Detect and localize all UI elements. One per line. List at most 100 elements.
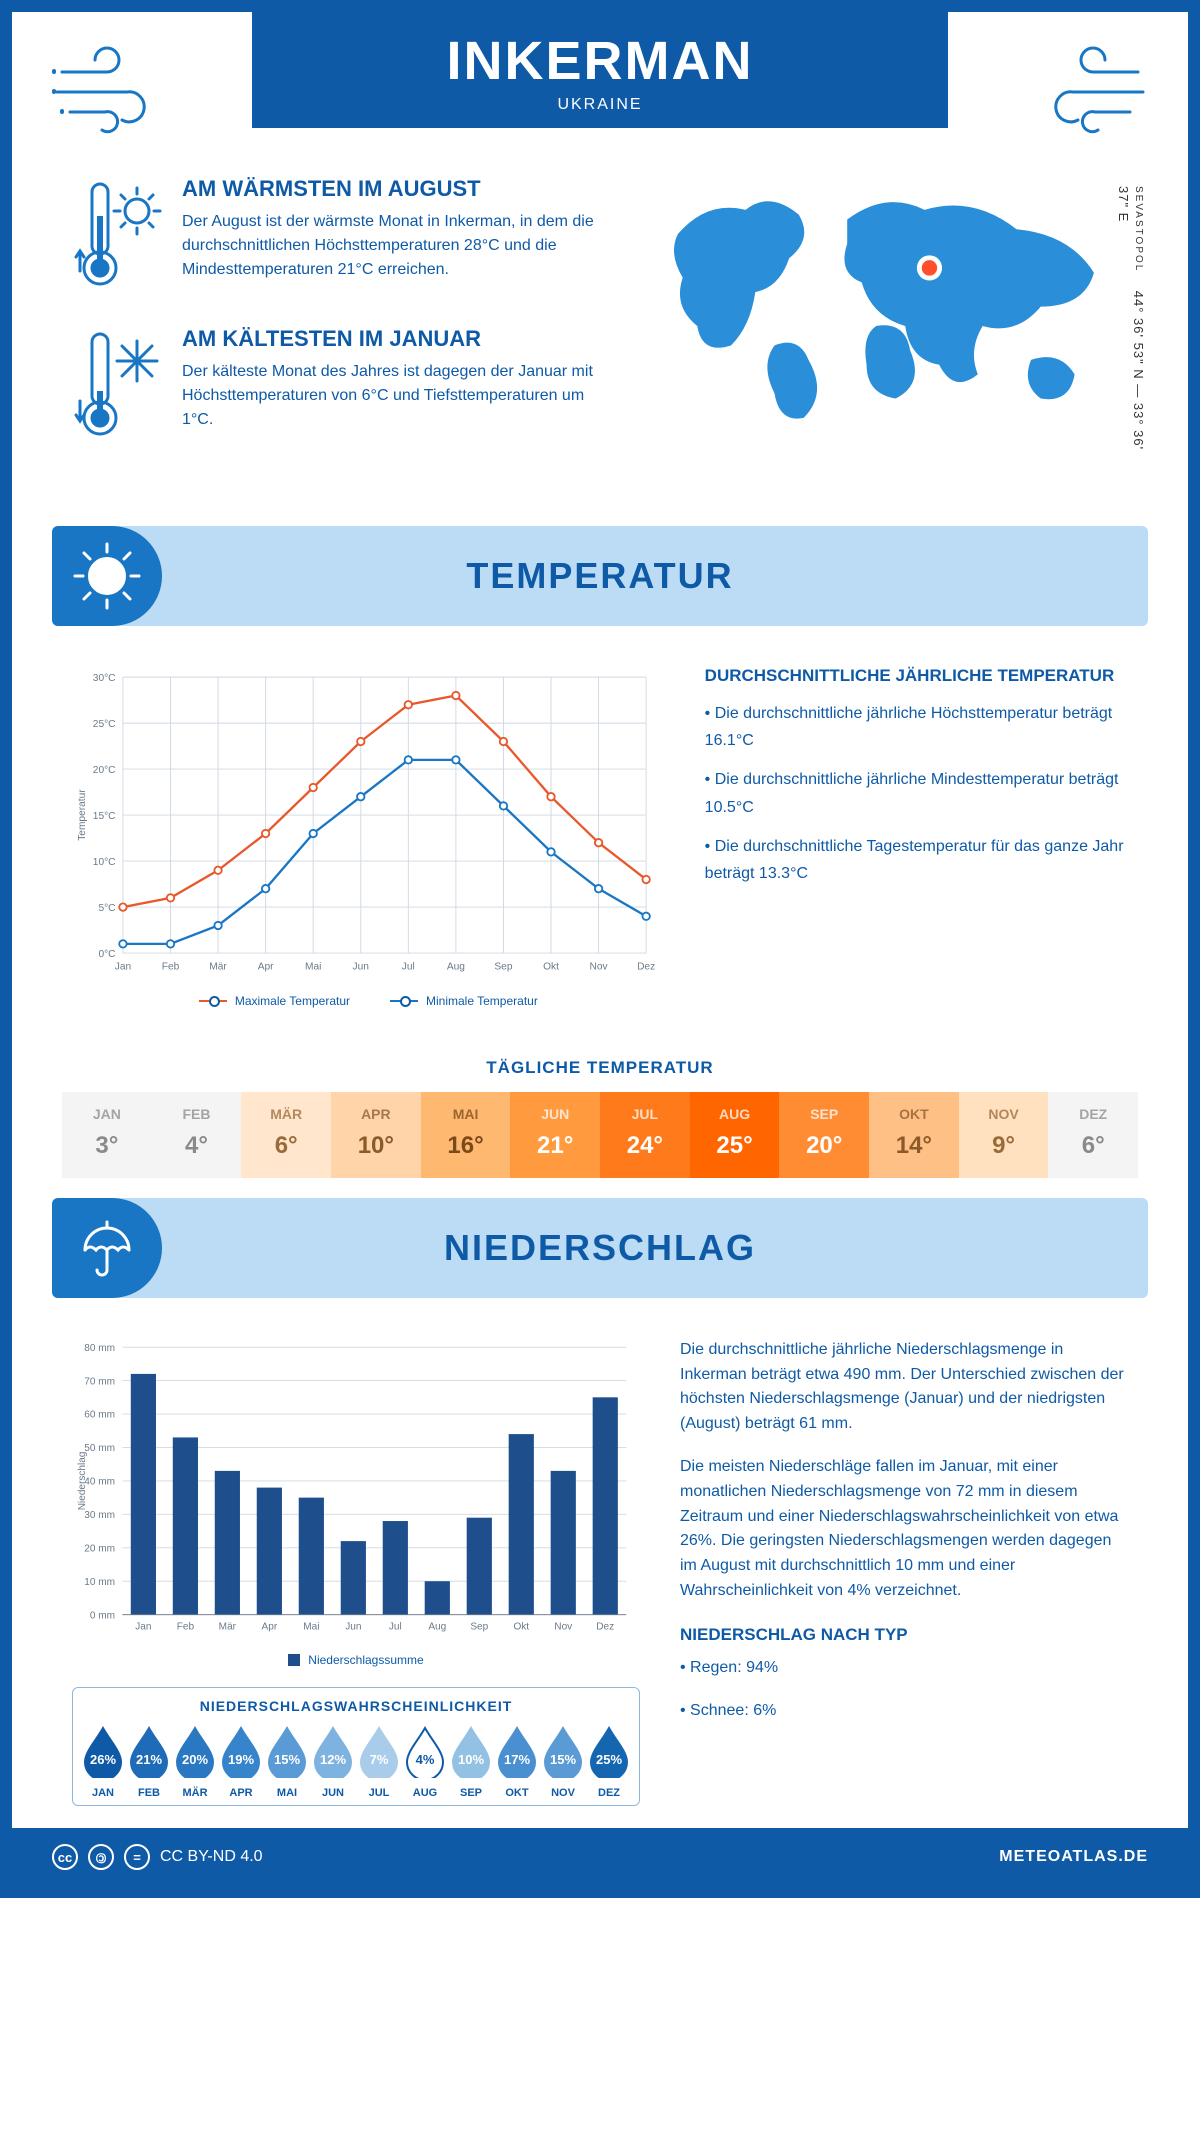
temperature-title: TEMPERATUR (52, 555, 1148, 597)
precipitation-title: NIEDERSCHLAG (52, 1227, 1148, 1269)
svg-text:Mär: Mär (209, 962, 227, 973)
month-cell: APR10° (331, 1092, 421, 1178)
svg-text:Jan: Jan (115, 962, 131, 973)
svg-text:Sep: Sep (494, 962, 512, 973)
prob-drop: 25%DEZ (587, 1724, 631, 1799)
prob-drop: 15%MAI (265, 1724, 309, 1799)
fact-warm-body: Der August ist der wärmste Monat in Inke… (182, 210, 604, 282)
coordinates: SEVASTOPOL 44° 36' 53" N — 33° 36' 37" E (1116, 186, 1146, 476)
svg-text:21%: 21% (136, 1752, 162, 1767)
svg-text:Aug: Aug (428, 1621, 446, 1632)
temperature-summary: DURCHSCHNITTLICHE JÄHRLICHE TEMPERATUR •… (705, 666, 1128, 1008)
prob-drop: 10%SEP (449, 1724, 493, 1799)
prob-drop: 17%OKT (495, 1724, 539, 1799)
footer: cc 🄯 = CC BY-ND 4.0 METEOATLAS.DE (12, 1828, 1188, 1886)
svg-text:Jul: Jul (389, 1621, 402, 1632)
svg-text:10°C: 10°C (93, 857, 116, 868)
world-map-container: SEVASTOPOL 44° 36' 53" N — 33° 36' 37" E (644, 176, 1128, 476)
cc-icon: cc (52, 1844, 78, 1870)
fact-warm-title: AM WÄRMSTEN IM AUGUST (182, 176, 604, 202)
svg-text:Okt: Okt (513, 1621, 529, 1632)
temp-bullet: • Die durchschnittliche jährliche Höchst… (705, 700, 1128, 754)
month-cell: AUG25° (690, 1092, 780, 1178)
daily-temp-strip: JAN3°FEB4°MÄR6°APR10°MAI16°JUN21°JUL24°A… (62, 1092, 1138, 1178)
umbrella-icon (75, 1216, 139, 1280)
svg-text:7%: 7% (370, 1752, 389, 1767)
svg-text:12%: 12% (320, 1752, 346, 1767)
svg-text:Sep: Sep (470, 1621, 488, 1632)
city-title: INKERMAN (252, 30, 948, 92)
license: cc 🄯 = CC BY-ND 4.0 (52, 1844, 263, 1870)
thermometer-hot-icon (72, 176, 162, 296)
svg-text:15%: 15% (274, 1752, 300, 1767)
by-icon: 🄯 (88, 1844, 114, 1870)
prob-drop: 4%AUG (403, 1724, 447, 1799)
svg-text:Dez: Dez (596, 1621, 614, 1632)
svg-text:Mär: Mär (219, 1621, 237, 1632)
svg-text:60 mm: 60 mm (84, 1410, 115, 1421)
legend-precip: Niederschlagssumme (308, 1653, 423, 1667)
svg-text:30 mm: 30 mm (84, 1510, 115, 1521)
precip-type-line: • Regen: 94% (680, 1656, 1128, 1681)
svg-text:40 mm: 40 mm (84, 1476, 115, 1487)
precipitation-probability-box: NIEDERSCHLAGSWAHRSCHEINLICHKEIT 26%JAN21… (72, 1687, 640, 1806)
svg-text:Temperatur: Temperatur (77, 789, 88, 841)
svg-text:Mai: Mai (305, 962, 321, 973)
prob-drop: 26%JAN (81, 1724, 125, 1799)
svg-text:80 mm: 80 mm (84, 1343, 115, 1354)
legend-max: Maximale Temperatur (235, 994, 350, 1008)
prob-title: NIEDERSCHLAGSWAHRSCHEINLICHKEIT (81, 1698, 631, 1714)
fact-cold-body: Der kälteste Monat des Jahres ist dagege… (182, 360, 604, 432)
month-cell: JAN3° (62, 1092, 152, 1178)
coord-city: SEVASTOPOL (1133, 186, 1144, 272)
prob-drop: 7%JUL (357, 1724, 401, 1799)
svg-text:0°C: 0°C (98, 949, 115, 960)
svg-text:70 mm: 70 mm (84, 1376, 115, 1387)
svg-text:Mai: Mai (303, 1621, 319, 1632)
svg-text:Dez: Dez (637, 962, 655, 973)
svg-text:15°C: 15°C (93, 811, 116, 822)
svg-text:20 mm: 20 mm (84, 1543, 115, 1554)
month-cell: FEB4° (152, 1092, 242, 1178)
month-cell: MÄR6° (241, 1092, 331, 1178)
precip-type-title: NIEDERSCHLAG NACH TYP (680, 1622, 1128, 1648)
svg-text:20%: 20% (182, 1752, 208, 1767)
fact-cold-title: AM KÄLTESTEN IM JANUAR (182, 326, 604, 352)
svg-text:Apr: Apr (262, 1621, 278, 1632)
svg-text:Feb: Feb (162, 962, 180, 973)
precipitation-summary: Die durchschnittliche jährliche Niedersc… (680, 1338, 1128, 1806)
temperature-line-chart: 0°C5°C10°C15°C20°C25°C30°CJanFebMärAprMa… (72, 666, 665, 1008)
infographic-page: INKERMAN UKRAINE AM WÄRMSTE (0, 0, 1200, 1898)
svg-text:25°C: 25°C (93, 719, 116, 730)
svg-text:26%: 26% (90, 1752, 116, 1767)
precip-p2: Die meisten Niederschläge fallen im Janu… (680, 1455, 1128, 1604)
svg-text:15%: 15% (550, 1752, 576, 1767)
info-row: AM WÄRMSTEN IM AUGUST Der August ist der… (12, 166, 1188, 506)
temperature-banner: TEMPERATUR (52, 526, 1148, 626)
prob-drop: 15%NOV (541, 1724, 585, 1799)
svg-text:Niederschlag: Niederschlag (77, 1451, 88, 1510)
site-name: METEOATLAS.DE (999, 1848, 1148, 1866)
svg-text:19%: 19% (228, 1752, 254, 1767)
svg-text:Okt: Okt (543, 962, 559, 973)
svg-text:10 mm: 10 mm (84, 1577, 115, 1588)
precip-p1: Die durchschnittliche jährliche Niedersc… (680, 1338, 1128, 1437)
month-cell: DEZ6° (1048, 1092, 1138, 1178)
svg-text:5°C: 5°C (98, 903, 115, 914)
legend-min: Minimale Temperatur (426, 994, 538, 1008)
daily-temp-title: TÄGLICHE TEMPERATUR (12, 1058, 1188, 1078)
prob-drop: 21%FEB (127, 1724, 171, 1799)
temp-bullet: • Die durchschnittliche jährliche Mindes… (705, 766, 1128, 820)
license-text: CC BY-ND 4.0 (160, 1848, 263, 1866)
svg-text:Nov: Nov (590, 962, 609, 973)
wind-icon (52, 42, 182, 142)
fact-warmest: AM WÄRMSTEN IM AUGUST Der August ist der… (72, 176, 604, 296)
svg-text:Apr: Apr (258, 962, 274, 973)
nd-icon: = (124, 1844, 150, 1870)
svg-text:17%: 17% (504, 1752, 530, 1767)
temp-bullet: • Die durchschnittliche Tagestemperatur … (705, 833, 1128, 887)
fact-coldest: AM KÄLTESTEN IM JANUAR Der kälteste Mona… (72, 326, 604, 446)
month-cell: JUL24° (600, 1092, 690, 1178)
svg-text:50 mm: 50 mm (84, 1443, 115, 1454)
svg-text:Feb: Feb (177, 1621, 195, 1632)
